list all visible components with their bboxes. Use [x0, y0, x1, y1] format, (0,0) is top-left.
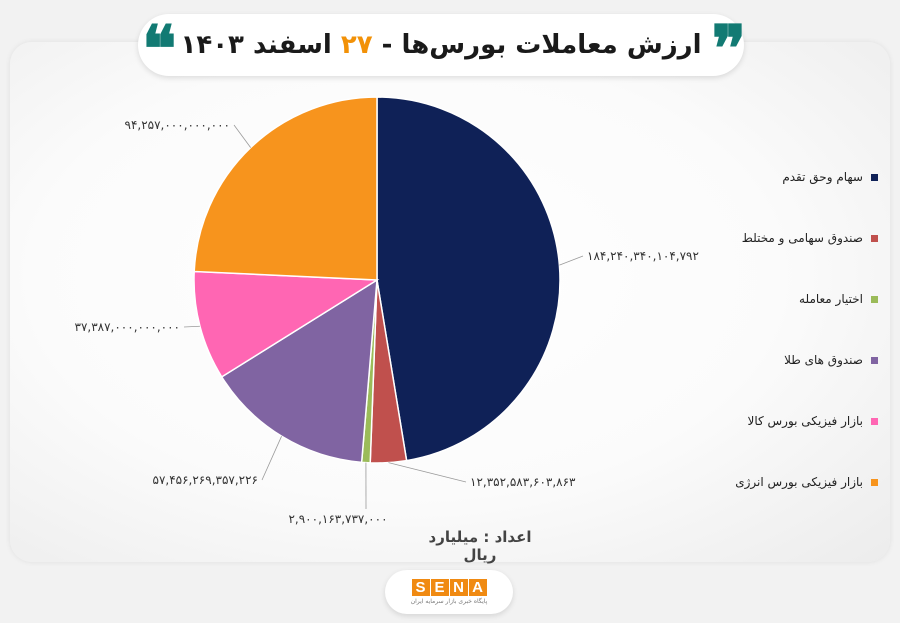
- logo-letter: A: [468, 579, 487, 596]
- pie-slice: [193, 96, 378, 281]
- title-banner: ❞ ارزش معاملات بورس‌ها - ۲۷ اسفند ۱۴۰۳ ❝: [138, 14, 746, 82]
- legend: سهام وحق تقدم صندوق سهامی و مختلط اختیار م…: [728, 166, 878, 532]
- legend-swatch: [871, 295, 878, 303]
- leader-lines: [183, 124, 584, 510]
- legend-entry: اختیار معامله: [728, 288, 878, 310]
- unit-note: اعداد : میلیارد ریال: [428, 528, 532, 564]
- legend-entry: صندوق های طلا: [728, 349, 878, 371]
- legend-label: بازار فیزیکی بورس انرژی: [735, 475, 863, 489]
- legend-label: اختیار معامله: [799, 292, 863, 306]
- legend-entry: بازار فیزیکی بورس انرژی: [728, 471, 878, 493]
- legend-entry: صندوق سهامی و مختلط: [728, 227, 878, 249]
- legend-swatch: [871, 173, 878, 181]
- logo-subtitle: پایگاه خبری بازار سرمایه ایران: [410, 598, 488, 605]
- legend-swatch: [871, 356, 878, 364]
- legend-swatch: [871, 417, 878, 425]
- leader-line: [388, 462, 467, 483]
- legend-swatch: [871, 234, 878, 242]
- leader-line: [559, 255, 584, 266]
- title-date: اسفند ۱۴۰۳: [180, 30, 341, 60]
- data-label: ۲,۹۰۰,۱۶۳,۷۳۷,۰۰۰: [288, 512, 387, 526]
- data-label: ۳۷,۳۸۷,۰۰۰,۰۰۰,۰۰۰: [75, 320, 181, 334]
- legend-entry: بازار فیزیکی بورس کالا: [728, 410, 878, 432]
- title-main: ارزش معاملات بورس‌ها -: [372, 30, 702, 60]
- pie-slices: [193, 96, 561, 464]
- data-label: ۵۷,۴۵۶,۲۶۹,۳۵۷,۲۲۶: [153, 473, 259, 487]
- legend-swatch: [871, 478, 878, 486]
- data-label: ۹۴,۲۵۷,۰۰۰,۰۰۰,۰۰۰: [125, 118, 231, 132]
- legend-entry: سهام وحق تقدم: [728, 166, 878, 188]
- pie-slice: [220, 278, 378, 464]
- logo-letter: S: [411, 579, 430, 596]
- pie-slice: [376, 96, 561, 462]
- legend-label: صندوق سهامی و مختلط: [741, 231, 863, 245]
- leader-line: [233, 124, 251, 148]
- page-title: ارزش معاملات بورس‌ها - ۲۷ اسفند ۱۴۰۳: [180, 30, 701, 60]
- logo-letter: E: [430, 579, 449, 596]
- data-labels: ۱۸۴,۲۴۰,۳۴۰,۱۰۴,۷۹۲ ۱۲,۳۵۲,۵۸۳,۶۰۳,۸۶۳ ۲,۹…: [75, 118, 699, 526]
- leader-line: [261, 435, 282, 481]
- data-label: ۱۲,۳۵۲,۵۸۳,۶۰۳,۸۶۳: [470, 475, 576, 489]
- data-label: ۱۸۴,۲۴۰,۳۴۰,۱۰۴,۷۹۲: [587, 249, 699, 263]
- title-day: ۲۷: [340, 30, 373, 60]
- legend-label: سهام وحق تقدم: [782, 170, 863, 184]
- legend-label: صندوق های طلا: [784, 353, 863, 367]
- leader-line: [183, 325, 200, 328]
- legend-label: بازار فیزیکی بورس کالا: [747, 414, 863, 428]
- logo-letter: N: [449, 579, 468, 596]
